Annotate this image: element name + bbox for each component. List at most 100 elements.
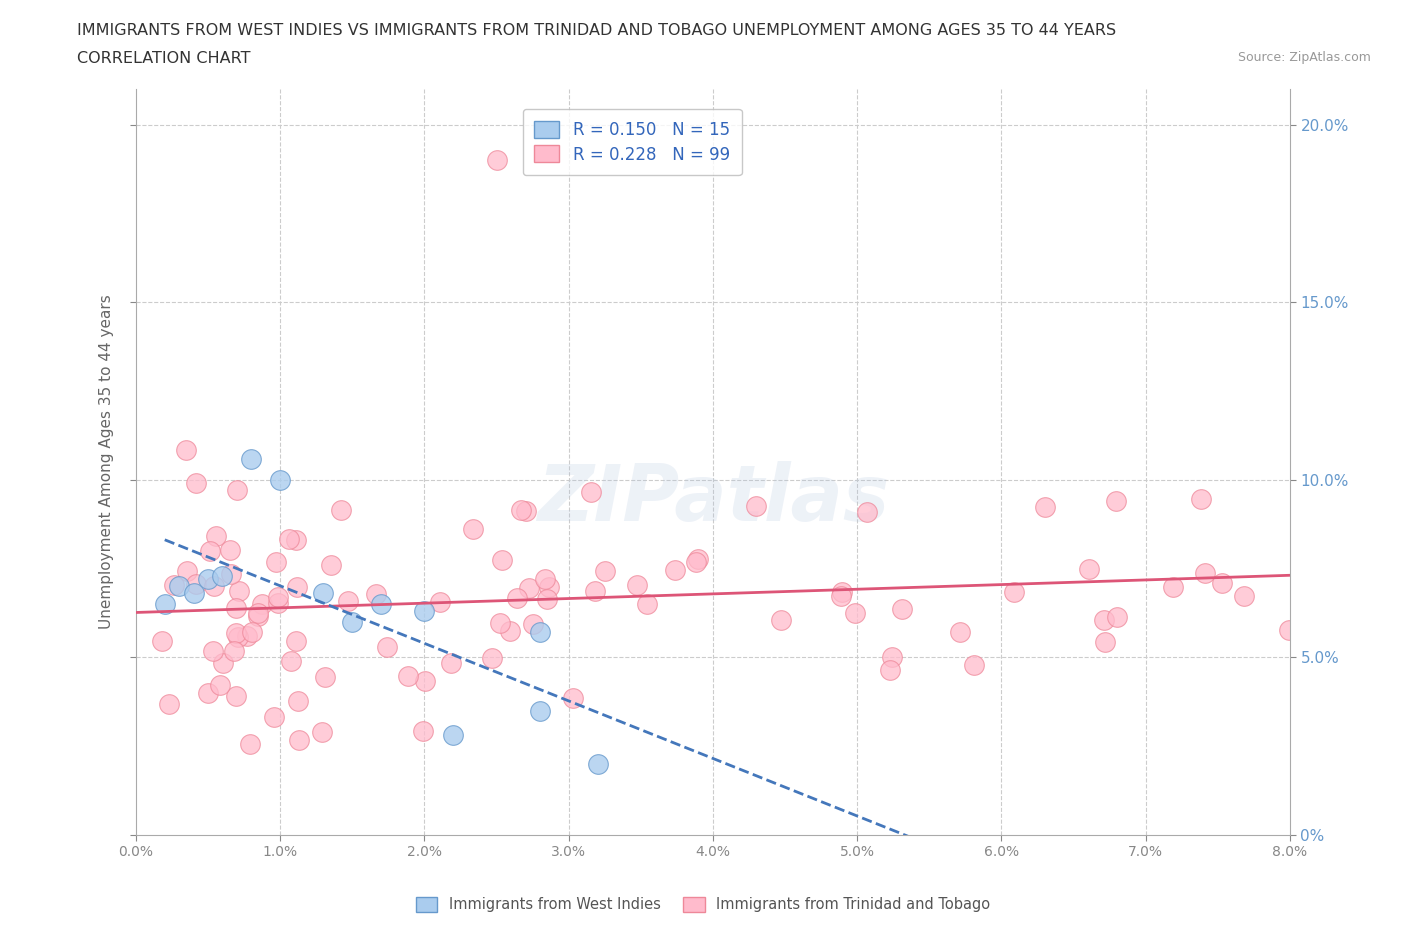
Point: [285, 633, 308, 648]
Point: [506, 591, 529, 605]
Point: [284, 533, 307, 548]
Point: [246, 605, 269, 620]
Point: [246, 609, 269, 624]
Point: [225, 626, 247, 641]
Point: [441, 728, 464, 743]
Point: [537, 579, 560, 594]
Point: [536, 591, 558, 606]
Point: [211, 568, 233, 583]
Point: [280, 654, 302, 669]
Point: [586, 756, 609, 771]
Point: [636, 597, 658, 612]
Point: [561, 690, 583, 705]
Point: [1278, 622, 1301, 637]
Point: [228, 583, 250, 598]
Point: [218, 542, 240, 557]
Point: [226, 629, 249, 644]
Point: [1092, 613, 1115, 628]
Point: [412, 724, 434, 738]
Point: [879, 662, 901, 677]
Point: [1233, 589, 1256, 604]
Point: [153, 597, 176, 612]
Point: [963, 658, 986, 672]
Point: [314, 670, 336, 684]
Point: [510, 502, 533, 517]
Point: [664, 562, 686, 577]
Point: [157, 698, 180, 712]
Point: [485, 153, 508, 167]
Point: [240, 625, 263, 640]
Point: [413, 673, 436, 688]
Point: [770, 613, 793, 628]
Point: [831, 585, 853, 600]
Point: [319, 558, 342, 573]
Point: [267, 589, 290, 604]
Point: [688, 552, 710, 567]
Point: [366, 587, 388, 602]
Point: [1105, 610, 1128, 625]
Point: [396, 669, 419, 684]
Point: [197, 686, 219, 701]
Text: ZIPatlas: ZIPatlas: [537, 461, 889, 538]
Text: IMMIGRANTS FROM WEST INDIES VS IMMIGRANTS FROM TRINIDAD AND TOBAGO UNEMPLOYMENT : IMMIGRANTS FROM WEST INDIES VS IMMIGRANT…: [77, 23, 1116, 38]
Point: [481, 650, 503, 665]
Point: [534, 571, 557, 586]
Point: [225, 600, 247, 615]
Point: [277, 531, 299, 546]
Point: [579, 485, 602, 499]
Point: [498, 624, 520, 639]
Point: [375, 640, 398, 655]
Point: [236, 629, 259, 644]
Legend: R = 0.150   N = 15, R = 0.228   N = 99: R = 0.150 N = 15, R = 0.228 N = 99: [523, 109, 741, 175]
Point: [330, 502, 353, 517]
Point: [222, 644, 245, 658]
Point: [202, 644, 225, 658]
Point: [949, 625, 972, 640]
Point: [529, 625, 551, 640]
Point: [880, 650, 903, 665]
Point: [1194, 565, 1216, 580]
Point: [269, 472, 291, 487]
Point: [212, 655, 235, 670]
Point: [311, 724, 333, 739]
Point: [263, 710, 285, 724]
Point: [890, 602, 912, 617]
Point: [285, 579, 308, 594]
Point: [267, 595, 290, 610]
Point: [288, 733, 311, 748]
Point: [163, 578, 186, 592]
Point: [176, 564, 198, 578]
Text: CORRELATION CHART: CORRELATION CHART: [77, 51, 250, 66]
Point: [626, 578, 648, 592]
Point: [208, 678, 231, 693]
Point: [1211, 576, 1233, 591]
Point: [529, 703, 551, 718]
Point: [240, 451, 263, 466]
Point: [517, 580, 540, 595]
Point: [150, 634, 173, 649]
Point: [197, 572, 219, 587]
Point: [202, 578, 225, 593]
Point: [685, 554, 707, 569]
Point: [1161, 579, 1184, 594]
Point: [522, 617, 544, 631]
Point: [239, 737, 262, 751]
Point: [174, 443, 197, 458]
Point: [830, 589, 852, 604]
Point: [593, 564, 616, 578]
Legend: Immigrants from West Indies, Immigrants from Trinidad and Tobago: Immigrants from West Indies, Immigrants …: [409, 891, 997, 918]
Point: [583, 583, 606, 598]
Point: [1105, 493, 1128, 508]
Point: [287, 694, 309, 709]
Point: [1094, 635, 1116, 650]
Point: [312, 586, 335, 601]
Point: [204, 529, 226, 544]
Point: [342, 615, 364, 630]
Point: [413, 604, 436, 618]
Point: [226, 483, 249, 498]
Point: [198, 544, 221, 559]
Point: [844, 605, 866, 620]
Point: [186, 577, 208, 591]
Point: [266, 555, 288, 570]
Point: [183, 586, 205, 601]
